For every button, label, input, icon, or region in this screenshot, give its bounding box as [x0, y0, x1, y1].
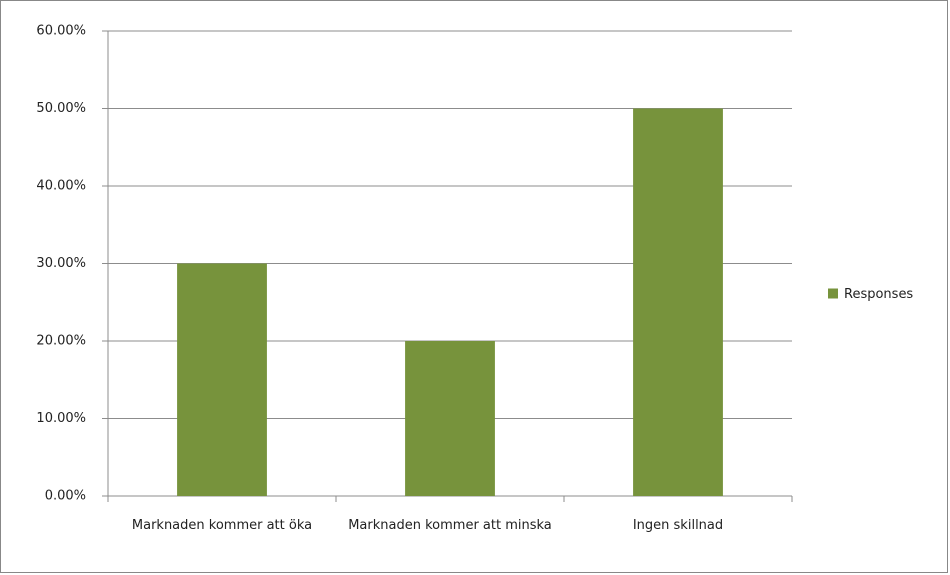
x-tick-label: Ingen skillnad	[632, 518, 724, 533]
y-tick-label: 30.00%	[36, 256, 86, 271]
legend-swatch	[828, 288, 838, 299]
y-tick-label: 0.00%	[45, 489, 86, 504]
bar	[633, 108, 723, 496]
x-tick-label: Marknaden kommer att öka	[131, 518, 313, 533]
y-tick-label: 10.00%	[36, 411, 86, 426]
y-tick-label: 60.00%	[36, 24, 86, 39]
y-tick-label: 20.00%	[36, 334, 86, 349]
bar	[177, 263, 267, 496]
x-tick-label: Marknaden kommer att minska	[348, 518, 552, 533]
y-tick-label: 40.00%	[36, 179, 86, 194]
y-tick-label: 50.00%	[36, 101, 86, 116]
legend-label: Responses	[844, 287, 913, 302]
bar	[405, 341, 495, 496]
